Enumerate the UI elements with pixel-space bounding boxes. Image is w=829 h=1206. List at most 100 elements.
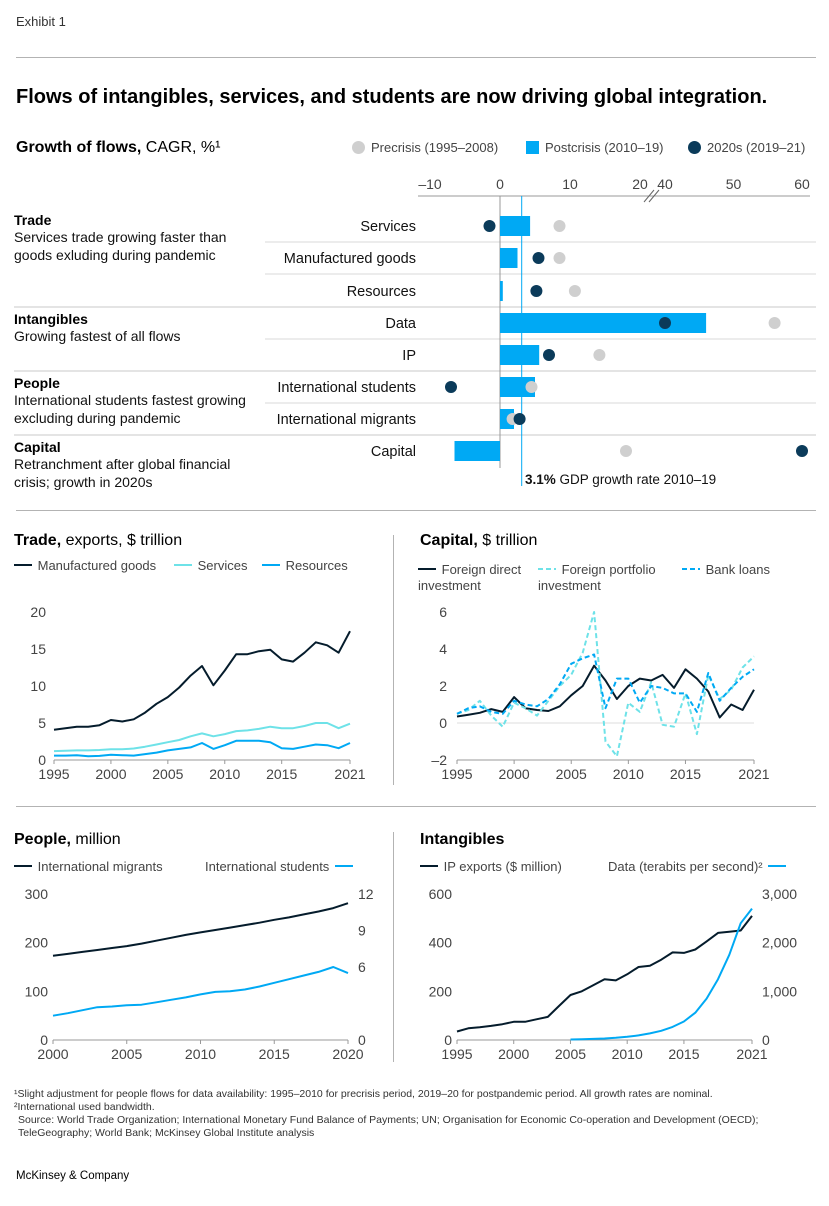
row-label: Services — [360, 219, 416, 235]
legend-postcrisis-label: Postcrisis (2010–19) — [545, 140, 664, 155]
precrisis-dot-icon — [352, 141, 365, 154]
source-2: TeleGeography; World Bank; McKinsey Glob… — [18, 1127, 315, 1139]
row-label: IP — [402, 348, 416, 364]
source-1: Source: World Trade Organization; Intern… — [18, 1114, 759, 1126]
intangibles-title-bold: Intangibles — [420, 831, 505, 848]
x-tick-label: 20 — [632, 176, 648, 192]
y-tick-label: 200 — [429, 983, 453, 999]
y-tick-label: 600 — [429, 886, 453, 902]
legend-label: Bank loans — [705, 562, 770, 577]
fpi-line — [456, 611, 755, 758]
twenties-dot — [532, 252, 545, 264]
students-line — [52, 966, 349, 1017]
growth-title-rest: CAGR, %¹ — [145, 139, 221, 156]
legend-ip: IP exports ($ million) — [420, 859, 562, 874]
legend-label: Services — [197, 558, 248, 573]
y-tick-label-right: 12 — [358, 886, 374, 902]
x-tick-label: 2000 — [499, 766, 530, 782]
line-swatch-icon — [334, 865, 353, 867]
y-tick-label: 0 — [40, 1032, 48, 1048]
legend-label: Foreign portfolio investment — [538, 562, 656, 593]
x-tick-label: 2015 — [259, 1046, 290, 1062]
people-chart: 0 100 200 300 0 6 9 12 2000 2005 2010 2015 2020 — [25, 886, 374, 1062]
x-tick-label: 2000 — [37, 1046, 68, 1062]
x-tick-label: 2010 — [209, 766, 240, 782]
x-tick-label: 40 — [657, 176, 673, 192]
postcrisis-bar — [500, 281, 503, 301]
legend-fpi: Foreign portfolio investment — [538, 562, 678, 594]
x-tick-label: 2000 — [498, 1046, 529, 1062]
x-tick-label: 10 — [562, 176, 578, 192]
group-title: Capital — [14, 439, 61, 455]
y-tick-label: 300 — [25, 886, 49, 902]
y-tick-label: 15 — [30, 641, 46, 657]
x-tick-label: 2005 — [152, 766, 183, 782]
capital-chart: –2 0 2 4 6 1995 2000 2005 2010 2015 2021 — [431, 604, 769, 782]
y-tick-label: 10 — [30, 678, 46, 694]
x-tick-label: 1995 — [38, 766, 69, 782]
gdp-annotation: 3.1% GDP growth rate 2010–19 — [525, 472, 716, 487]
intangibles-title: Intangibles — [420, 831, 504, 849]
group-title: People — [14, 375, 60, 391]
y-tick-label-right: 2,000 — [762, 935, 797, 951]
precrisis-dot — [553, 252, 566, 264]
y-tick-label: 0 — [444, 1032, 452, 1048]
row-label: Manufactured goods — [284, 251, 416, 267]
trade-title-bold: Trade, — [14, 532, 62, 549]
headline: Flows of intangibles, services, and stud… — [16, 86, 768, 108]
vertical-divider-1 — [393, 535, 394, 785]
x-tick-label: 2010 — [613, 766, 644, 782]
migrants-line — [52, 902, 349, 957]
x-tick-label: 2020 — [332, 1046, 363, 1062]
twenties-dot-icon — [688, 141, 701, 154]
legend-fdi: Foreign direct investment — [418, 562, 548, 594]
legend-students: International students — [205, 859, 353, 874]
line-swatch-icon — [420, 865, 438, 867]
line-swatch-icon — [14, 564, 32, 566]
legend-label: International migrants — [37, 859, 163, 874]
axis-break-mark — [648, 189, 660, 203]
exhibit-label: Exhibit 1 — [16, 14, 66, 29]
line-swatch-icon — [262, 564, 280, 566]
legend-2020s: 2020s (2019–21) — [688, 140, 805, 155]
group-trade: Trade Services trade growing faster than… — [14, 212, 259, 264]
y-tick-label-right: 3,000 — [762, 886, 797, 902]
postcrisis-bar — [500, 248, 518, 268]
row-label: Capital — [371, 444, 416, 460]
row-label: Resources — [347, 284, 416, 300]
fdi-line — [456, 664, 755, 719]
group-capital: Capital Retranchment after global financ… — [14, 439, 259, 491]
twenties-dot — [445, 381, 457, 393]
precrisis-dot — [593, 349, 606, 361]
growth-chart: –10 0 10 20 40 50 60 Services Manufactured goods… — [14, 176, 816, 486]
legend-services: Services — [174, 558, 247, 573]
postcrisis-bar — [500, 377, 535, 397]
y-tick-label: 0 — [38, 752, 46, 768]
manufactured-goods-line — [53, 630, 351, 731]
y-tick-label: –2 — [431, 752, 447, 768]
x-tick-label: 2005 — [556, 766, 587, 782]
footnote-2: ²International used bandwidth. — [14, 1101, 155, 1113]
footnote-1: ¹Slight adjustment for people flows for … — [14, 1088, 713, 1100]
x-tick-label: 2010 — [612, 1046, 643, 1062]
postcrisis-bar — [500, 345, 540, 365]
x-tick-label: 60 — [794, 176, 810, 192]
line-swatch-icon — [14, 865, 32, 867]
group-desc: Services trade growing faster than goods… — [14, 229, 227, 263]
x-tick-label: 2015 — [670, 766, 701, 782]
mid-divider-2 — [16, 806, 816, 807]
x-tick-label: 0 — [496, 176, 504, 192]
row-label: Data — [385, 316, 417, 332]
twenties-dot — [513, 413, 526, 425]
precrisis-dot — [768, 317, 781, 329]
people-title-bold: People, — [14, 831, 71, 848]
twenties-dot — [543, 349, 555, 361]
trade-chart: 0 5 10 15 20 1995 2000 2005 2010 2015 2021 — [30, 604, 365, 782]
line-swatch-icon — [538, 568, 556, 570]
growth-title: Growth of flows, CAGR, %¹ — [16, 139, 220, 157]
x-tick-label: 1995 — [441, 1046, 472, 1062]
row-label: International migrants — [277, 412, 416, 428]
x-tick-label: 2021 — [334, 766, 365, 782]
twenties-dot — [796, 445, 808, 457]
people-title-rest: million — [75, 831, 121, 848]
